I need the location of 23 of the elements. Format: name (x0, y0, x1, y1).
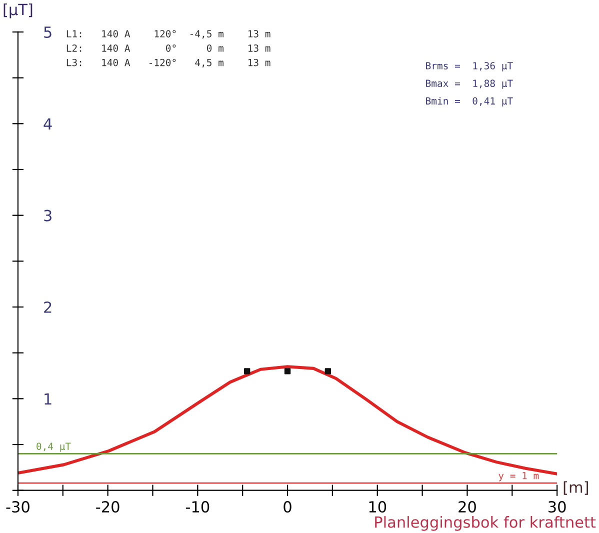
x-tick-label: -30 (6, 501, 30, 513)
y-tick-label: 4 (44, 118, 52, 130)
x-tick-label: 20 (458, 501, 476, 513)
annotation: L3: 140 A -120° 4,5 m 13 m (66, 58, 270, 68)
x-tick-label: 0 (284, 501, 292, 513)
annotation: y = 1 m (498, 472, 539, 482)
text: Planleggingsbok for kraftnett (375, 516, 596, 531)
x-tick-label: -10 (186, 501, 210, 513)
ref-line-label: 0,4 µT (36, 442, 71, 452)
x-tick-label: 30 (548, 501, 566, 513)
x-tick-label: 10 (369, 501, 386, 513)
x-tick-label: -20 (96, 501, 120, 513)
y-axis-title: [µT] (4, 3, 32, 18)
y-tick-label: 2 (44, 301, 52, 313)
annotation: L2: 140 A 0° 0 m 13 m (66, 44, 270, 52)
y-tick-label: 5 (44, 26, 52, 38)
annotation: Bmin = 0,41 µT (426, 97, 513, 106)
annotation: Bmax = 1,88 µT (426, 80, 513, 89)
annotation: L1: 140 A 120° -4,5 m 13 m (66, 30, 270, 39)
x-axis-title: [m] (564, 481, 588, 495)
y-tick-label: 3 (44, 210, 52, 222)
y-tick-label: 1 (44, 393, 52, 404)
annotation: Brms = 1,36 µT (426, 62, 513, 72)
